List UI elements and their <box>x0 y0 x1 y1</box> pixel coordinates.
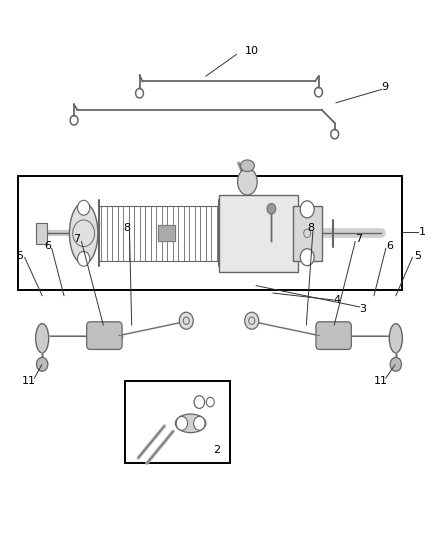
Text: 2: 2 <box>213 445 220 455</box>
Text: 11: 11 <box>22 376 36 386</box>
Text: 4: 4 <box>333 295 340 305</box>
Ellipse shape <box>70 203 98 264</box>
Circle shape <box>267 204 276 214</box>
Circle shape <box>300 249 314 266</box>
Text: 6: 6 <box>44 241 51 251</box>
Text: 10: 10 <box>245 46 259 56</box>
Ellipse shape <box>35 324 49 353</box>
Circle shape <box>300 201 314 218</box>
Bar <box>35 223 46 244</box>
Text: 9: 9 <box>381 82 389 92</box>
Circle shape <box>390 358 402 371</box>
Text: 7: 7 <box>355 234 362 244</box>
Text: 7: 7 <box>74 234 81 244</box>
Text: 6: 6 <box>386 241 393 251</box>
Ellipse shape <box>237 168 257 195</box>
Bar <box>293 206 321 261</box>
Ellipse shape <box>389 324 403 353</box>
Text: 1: 1 <box>419 227 426 237</box>
Circle shape <box>245 312 259 329</box>
Ellipse shape <box>175 414 206 433</box>
FancyBboxPatch shape <box>87 322 122 350</box>
Ellipse shape <box>240 160 254 172</box>
Text: 3: 3 <box>360 304 367 314</box>
Bar <box>219 195 297 271</box>
Circle shape <box>36 358 48 371</box>
Text: 8: 8 <box>307 223 314 233</box>
Text: 5: 5 <box>16 251 23 261</box>
Circle shape <box>78 252 90 266</box>
Circle shape <box>176 416 187 430</box>
FancyBboxPatch shape <box>316 322 351 350</box>
Text: 11: 11 <box>374 376 388 386</box>
Circle shape <box>194 416 205 430</box>
Bar <box>18 176 403 290</box>
Circle shape <box>78 200 90 215</box>
Bar <box>125 381 230 463</box>
Circle shape <box>179 312 193 329</box>
Text: 8: 8 <box>124 223 131 233</box>
Text: 5: 5 <box>414 251 421 261</box>
